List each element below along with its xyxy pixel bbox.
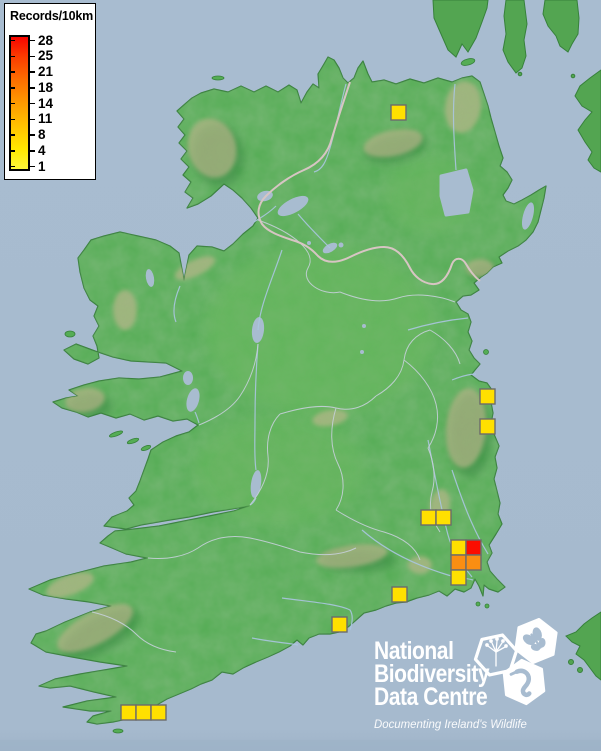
- legend-tick-label: 25: [38, 48, 54, 64]
- butterfly-hexagon-icon: [514, 617, 558, 665]
- legend-tick-label: 11: [38, 111, 53, 127]
- legend-tick-label: 18: [38, 79, 54, 95]
- record-cell[interactable]: [450, 569, 467, 586]
- record-cell[interactable]: [465, 539, 482, 556]
- nbdc-logo: National Biodiversity Data Centre Docume…: [374, 637, 535, 736]
- legend-tick: [30, 134, 35, 136]
- logo-line-3: Data Centre: [374, 683, 488, 711]
- ni-border: [257, 81, 481, 286]
- logo-tagline: Documenting Ireland's Wildlife: [374, 717, 527, 731]
- record-cell[interactable]: [435, 509, 452, 526]
- legend-tick-label: 1: [38, 158, 46, 174]
- record-cell[interactable]: [135, 704, 152, 721]
- legend-tick-label: 28: [38, 32, 54, 48]
- legend: Records/10km 28 25 21 18 14 11 8 4 1: [4, 3, 96, 180]
- legend-tick: [11, 102, 15, 105]
- record-cell[interactable]: [390, 104, 407, 121]
- legend-tick: [30, 39, 35, 42]
- sea-bottom-band: [0, 740, 601, 751]
- legend-tick: [30, 102, 35, 105]
- record-cell[interactable]: [420, 509, 437, 526]
- legend-tick: [11, 134, 15, 136]
- legend-tick: [11, 39, 15, 42]
- legend-tick: [30, 150, 35, 152]
- legend-tick: [11, 87, 15, 89]
- legend-tick: [30, 55, 35, 57]
- logo-hexagons: [473, 617, 558, 706]
- record-cell[interactable]: [450, 539, 467, 556]
- legend-tick-label: 8: [38, 127, 46, 142]
- record-squares: [120, 104, 496, 721]
- record-cell[interactable]: [391, 586, 408, 603]
- legend-color-bar: [9, 35, 35, 171]
- legend-tick-label: 14: [38, 95, 54, 111]
- legend-tick: [30, 87, 35, 89]
- record-cell[interactable]: [479, 388, 496, 405]
- record-cell[interactable]: [479, 418, 496, 435]
- legend-tick: [11, 165, 15, 168]
- record-cell[interactable]: [331, 616, 348, 633]
- islands: [64, 58, 490, 734]
- legend-tick: [11, 55, 15, 57]
- seahorse-hexagon-icon: [502, 658, 546, 706]
- legend-tick: [11, 71, 15, 73]
- legend-tick-label: 4: [38, 142, 46, 158]
- record-cell[interactable]: [120, 704, 137, 721]
- record-cell[interactable]: [465, 554, 482, 571]
- legend-title: Records/10km: [10, 9, 94, 23]
- record-cell[interactable]: [450, 554, 467, 571]
- legend-tick: [30, 165, 35, 168]
- legend-tick: [11, 150, 15, 152]
- neighbour-coastlines: [432, 0, 601, 681]
- plant-hexagon-icon: [473, 633, 519, 677]
- logo-line-2: Biodiversity: [374, 660, 490, 688]
- logo-line-1: National: [374, 637, 454, 665]
- legend-tick: [11, 118, 15, 120]
- legend-tick: [30, 118, 35, 120]
- legend-tick-label: 21: [38, 64, 54, 79]
- legend-tick: [30, 71, 35, 73]
- record-cell[interactable]: [150, 704, 167, 721]
